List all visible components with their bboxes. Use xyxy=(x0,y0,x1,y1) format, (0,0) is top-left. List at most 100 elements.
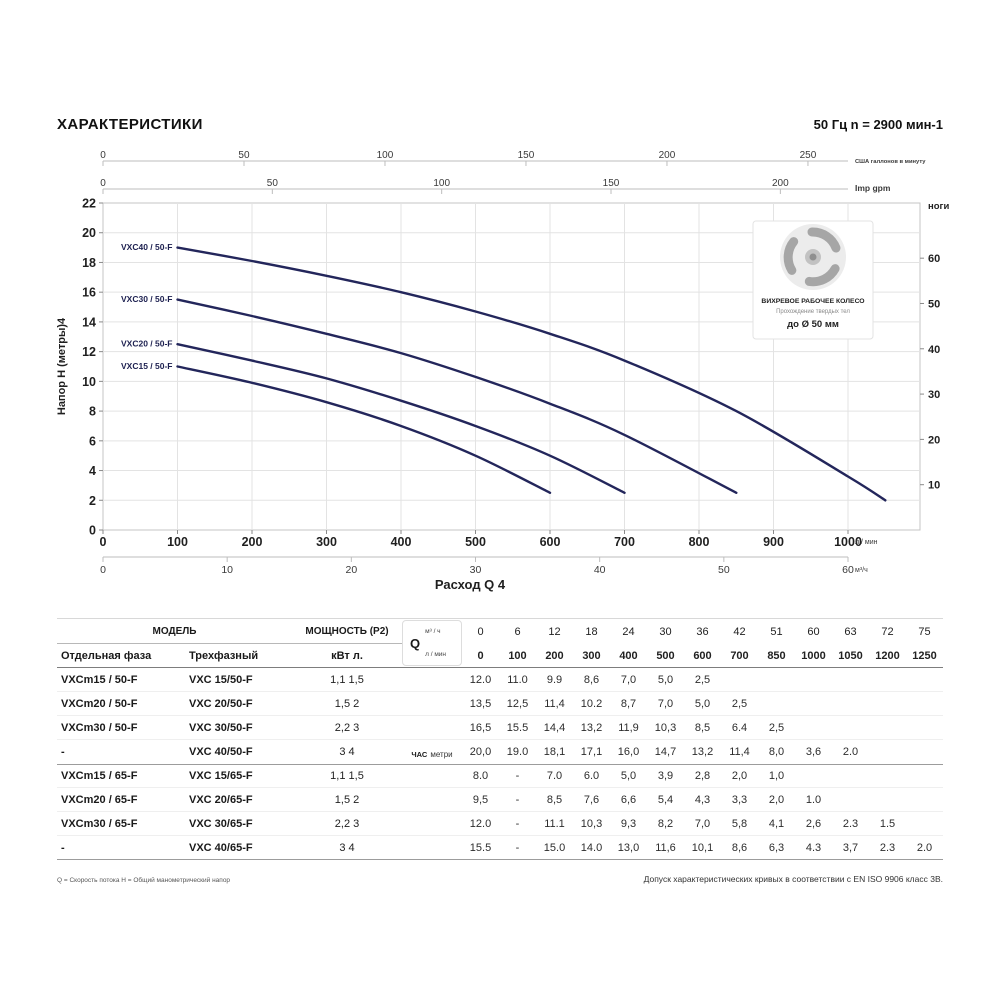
head-value: 14.0 xyxy=(580,841,603,854)
head-value: 16,0 xyxy=(617,746,640,758)
power-header: МОЩНОСТЬ (P2) xyxy=(292,619,402,644)
power-kw-hp: 1,5 2 xyxy=(334,793,360,806)
flow-lmin-value: 1250 xyxy=(912,649,937,662)
curve-label: VXC30 / 50-F xyxy=(121,294,173,304)
x-tick-label: 1000 xyxy=(834,535,862,549)
head-value: 2,0 xyxy=(731,770,748,782)
performance-table: МОДЕЛЬ МОЩНОСТЬ (P2) 0 6 12 18 24 30 36 42 51 60 6… xyxy=(57,618,943,860)
flow-lmin-value: 1000 xyxy=(801,649,826,662)
head-value: 19.0 xyxy=(506,746,529,758)
model-three-phase: VXC 20/50-F xyxy=(189,697,253,710)
tolerance-note: Допуск характеристических кривых в соотв… xyxy=(643,874,943,884)
flow-row-lmin: 0 100 200 300 400 500 600 700 850 1000 1050 1200 125… xyxy=(462,644,943,667)
q-label: Q xyxy=(410,635,421,651)
head-value: 6,6 xyxy=(620,793,637,806)
top-scale-tick-label: 100 xyxy=(377,150,394,161)
head-value: 5,0 xyxy=(657,673,674,686)
head-value: 1.5 xyxy=(879,817,896,830)
flow-m3h-value: 72 xyxy=(881,625,894,638)
head-value: 9,5 xyxy=(472,793,489,806)
model-three-phase: VXC 30/65-F xyxy=(189,817,253,830)
table-row: VXCm20 / 50-F VXC 20/50-F 1,5 2 13,5 12,5 11,… xyxy=(57,692,943,716)
model-three-phase: VXC 40/50-F xyxy=(189,746,253,758)
top-scale-tick-label: 0 xyxy=(100,150,106,161)
flow-m3h-value: 51 xyxy=(770,625,783,638)
inset-title: ВИХРЕВОЕ РАБОЧЕЕ КОЛЕСО xyxy=(761,298,864,305)
right-axis-unit: ноги xyxy=(928,201,949,212)
model-header: МОДЕЛЬ xyxy=(57,619,292,644)
model-single-phase: VXCm30 / 65-F xyxy=(61,817,138,830)
top-scale-tick-label: 0 xyxy=(100,178,106,189)
y-tick-label: 20 xyxy=(82,226,96,240)
page-title: ХАРАКТЕРИСТИКИ xyxy=(57,116,203,133)
head-value: 3,3 xyxy=(731,793,748,806)
head-value: 14,4 xyxy=(543,721,566,734)
model-three-phase: VXC 40/65-F xyxy=(189,841,253,854)
head-unit-label: ЧАС метри xyxy=(402,748,462,760)
head-value: 11,6 xyxy=(655,841,676,854)
flow-lmin-value: 100 xyxy=(508,649,527,662)
bottom-scale-unit: м³/ч xyxy=(855,567,868,574)
footnotes: Q = Скорость потока H = Общий манометрич… xyxy=(57,874,943,884)
flow-row-m3h: 0 6 12 18 24 30 36 42 51 60 63 72 75 xyxy=(462,619,943,644)
x-tick-label: 900 xyxy=(763,535,784,549)
x-tick-label: 200 xyxy=(242,535,263,549)
head-value: - xyxy=(515,817,520,830)
x-tick-label: 300 xyxy=(316,535,337,549)
flow-lmin-value: 200 xyxy=(545,649,564,662)
y-tick-label: 12 xyxy=(82,345,96,359)
bottom-scale-tick-label: 60 xyxy=(842,564,854,576)
head-value: 2,8 xyxy=(694,770,711,782)
power-kw-hp: 2,2 3 xyxy=(334,721,360,734)
inset-solids-size: до Ø 50 мм xyxy=(787,319,839,330)
right-tick-label: 10 xyxy=(928,480,940,492)
head-value: 8,5 xyxy=(694,721,711,734)
head-value: 6,3 xyxy=(768,841,785,854)
top-scale-tick-label: 100 xyxy=(433,178,450,189)
model-single-phase: - xyxy=(61,746,65,758)
head-value: 2.0 xyxy=(842,746,859,758)
y-tick-label: 14 xyxy=(82,315,96,329)
head-value: 2.3 xyxy=(879,841,896,854)
top-scale-tick-label: 50 xyxy=(267,178,279,189)
table-row: VXCm15 / 50-F VXC 15/50-F 1,1 1,5 12.0 11.0 9… xyxy=(57,668,943,692)
flow-m3h-value: 12 xyxy=(548,625,561,638)
y-tick-label: 2 xyxy=(89,494,96,508)
head-value: 7,0 xyxy=(620,673,637,686)
x-tick-label: 100 xyxy=(167,535,188,549)
head-value: 17,1 xyxy=(580,746,603,758)
curve-vxc30-50-f xyxy=(176,298,738,494)
table-header-row-1: МОДЕЛЬ МОЩНОСТЬ (P2) 0 6 12 18 24 30 36 42 51 60 6… xyxy=(57,619,943,644)
y-tick-label: 22 xyxy=(82,197,96,211)
table-row: VXCm15 / 65-F VXC 15/65-F 1,1 1,5 8.0 - 7.0 6.… xyxy=(57,764,943,788)
head-value: 6.0 xyxy=(583,770,600,782)
y-tick-label: 16 xyxy=(82,286,96,300)
power-kw-hp: 1,1 1,5 xyxy=(330,770,364,782)
flow-m3h-value: 60 xyxy=(807,625,820,638)
q-unit-m3h: м³ / ч xyxy=(425,628,441,635)
head-value: 3,6 xyxy=(805,746,822,758)
head-value: - xyxy=(515,793,520,806)
x-tick-label: 0 xyxy=(100,535,107,549)
head-value: 4,3 xyxy=(694,793,711,806)
head-value: 10,1 xyxy=(691,841,714,854)
head-value: 12.0 xyxy=(469,673,492,686)
top-scale-tick-label: 150 xyxy=(603,178,620,189)
flow-lmin-value: 600 xyxy=(693,649,712,662)
model-single-phase: VXCm20 / 65-F xyxy=(61,793,138,806)
head-value: 8.0 xyxy=(472,770,489,782)
y-tick-label: 8 xyxy=(89,405,96,419)
curve-label: VXC20 / 50-F xyxy=(121,339,173,349)
h-unit: метри xyxy=(430,750,453,759)
head-value: 12,5 xyxy=(506,697,529,710)
q-header-cell: Q м³ / ч л / мин xyxy=(402,620,462,666)
bottom-scale-tick-label: 40 xyxy=(594,564,606,576)
flow-m3h-value: 42 xyxy=(733,625,746,638)
flow-lmin-value: 850 xyxy=(767,649,786,662)
power-kw-hp: 1,5 2 xyxy=(334,697,360,710)
table-body: VXCm15 / 50-F VXC 15/50-F 1,1 1,5 12.0 11.0 9… xyxy=(57,668,943,860)
head-value: 9,3 xyxy=(620,817,637,830)
table-header-row-2: Отдельная фаза Трехфазный кВт л. 0 100 200… xyxy=(57,644,943,668)
